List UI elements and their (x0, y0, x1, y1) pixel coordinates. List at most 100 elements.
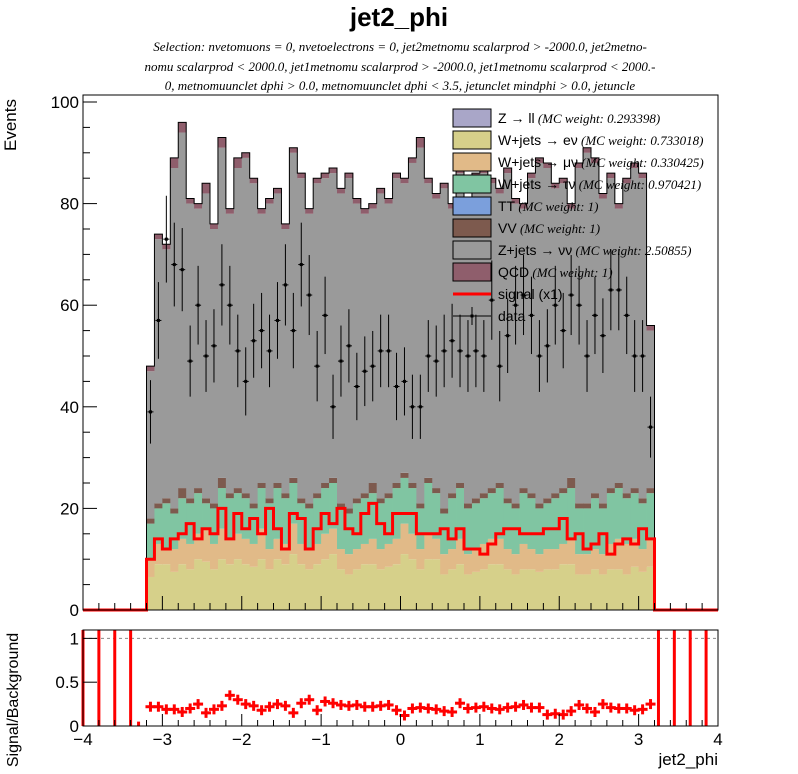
bar-vv (622, 493, 632, 499)
bar-qcd (575, 162, 584, 169)
bar-wev (591, 569, 600, 610)
bar-wtv (352, 503, 362, 550)
data-point (482, 354, 486, 358)
bar-wev (313, 564, 322, 610)
bar-wmv (352, 549, 362, 570)
bar-wtv (194, 493, 203, 534)
bar-qcd (146, 366, 155, 372)
bar-wev (321, 559, 330, 610)
data-point (466, 354, 470, 358)
bar-qcd (186, 198, 195, 204)
bar-wmv (646, 538, 655, 567)
bar-znn (614, 208, 624, 483)
bar-wmv (376, 549, 386, 570)
x-tick-label: 2 (555, 730, 564, 749)
bar-qcd (313, 178, 322, 184)
bar-vv (392, 483, 401, 489)
bar-qcd (368, 203, 378, 209)
bar-vv (154, 503, 163, 509)
bar-qcd (519, 203, 528, 209)
bar-vv (408, 483, 417, 489)
bar-wev (233, 559, 243, 610)
bar-vv (273, 483, 282, 489)
bar-vv (249, 503, 259, 509)
bar-wev (487, 564, 497, 610)
bar-wev (249, 566, 259, 610)
bar-znn (416, 147, 425, 504)
bar-vv (194, 488, 203, 494)
legend-swatch-znn (452, 240, 492, 260)
data-point (252, 339, 256, 343)
bar-wmv (408, 533, 417, 560)
bar-vv (519, 488, 528, 494)
bar-wtv (265, 503, 274, 550)
bar-vv (170, 508, 179, 514)
bar-znn (225, 213, 235, 494)
bar-wtv (289, 483, 298, 524)
bar-wev (162, 564, 171, 610)
y-axis-label: Events (1, 99, 20, 151)
bar-vv (591, 493, 600, 499)
bar-vv (456, 483, 465, 489)
bar-wev (598, 574, 608, 610)
data-point (307, 293, 311, 297)
y-tick-label: 80 (60, 195, 79, 214)
bar-qcd (210, 223, 219, 229)
data-point (450, 339, 454, 343)
bar-wtv (630, 493, 640, 539)
bar-qcd (337, 188, 346, 194)
bar-wev (400, 554, 409, 610)
bar-znn (408, 162, 417, 483)
x-tick-label: 3 (634, 730, 643, 749)
data-point (172, 263, 176, 267)
bar-vv (614, 483, 624, 489)
bar-wmv (392, 538, 401, 565)
data-point (553, 303, 557, 307)
bar-wmv (400, 523, 409, 555)
bar-wtv (154, 508, 163, 544)
bar-wmv (178, 538, 187, 565)
data-point (395, 384, 399, 388)
bar-qcd (622, 178, 632, 184)
bar-qcd (630, 162, 640, 169)
bar-wmv (622, 543, 632, 575)
bar-wev (511, 574, 520, 610)
bar-qcd (416, 137, 425, 148)
data-point (260, 329, 264, 333)
bar-vv (289, 477, 298, 483)
bar-wtv (527, 498, 536, 550)
bar-vv (567, 477, 576, 489)
data-point (569, 293, 573, 297)
data-point (347, 344, 351, 348)
bar-wev (440, 574, 449, 610)
bar-vv (178, 488, 187, 499)
bar-wmv (567, 538, 576, 565)
legend-swatch-wev (452, 130, 492, 150)
bar-znn (511, 203, 520, 504)
bar-znn (606, 178, 616, 489)
bar-vv (305, 503, 314, 509)
bar-vv (281, 493, 290, 499)
bar-qcd (440, 183, 449, 189)
data-point (593, 313, 597, 317)
bar-wev (646, 566, 655, 610)
bar-wev (265, 569, 274, 610)
ratio-y-tick-label: 0.5 (55, 673, 79, 692)
bar-wtv (257, 488, 266, 529)
bar-qcd (614, 203, 624, 209)
data-point (379, 349, 383, 353)
y-tick-label: 0 (70, 601, 79, 620)
bar-vv (495, 483, 505, 489)
bar-wev (329, 554, 338, 610)
bar-qcd (591, 157, 600, 163)
bar-qcd (535, 157, 544, 163)
bar-wev (392, 564, 401, 610)
bar-wev (305, 569, 314, 610)
bar-wmv (495, 538, 505, 565)
data-point (458, 349, 462, 353)
legend-label-znn: Z+jets → νν (MC weight: 2.50855) (498, 242, 691, 258)
bar-qcd (217, 137, 227, 148)
data-point (363, 369, 367, 373)
data-point (371, 364, 375, 368)
bar-wmv (225, 538, 235, 565)
